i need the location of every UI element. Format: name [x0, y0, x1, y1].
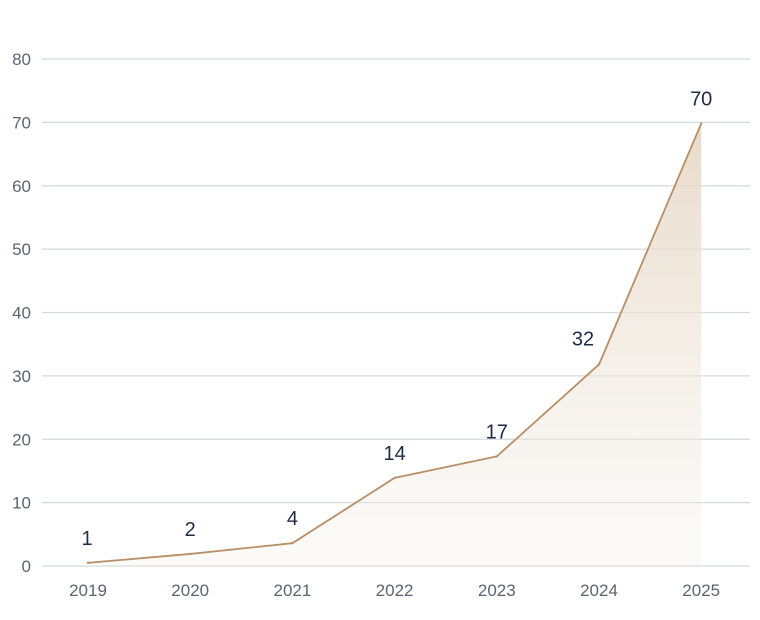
y-tick-label: 30 — [12, 367, 31, 386]
data-label: 17 — [486, 421, 508, 443]
y-tick-label: 10 — [12, 494, 31, 513]
x-tick-label: 2021 — [273, 581, 311, 600]
data-point — [86, 561, 90, 565]
y-tick-label: 80 — [12, 50, 31, 69]
y-tick-label: 60 — [12, 177, 31, 196]
data-point — [291, 541, 294, 545]
data-point — [700, 122, 703, 125]
data-label: 4 — [287, 508, 298, 530]
data-point — [393, 476, 396, 480]
data-point — [597, 363, 601, 366]
x-tick-label: 2022 — [376, 581, 414, 600]
x-tick-label: 2025 — [682, 581, 720, 600]
x-tick-label: 2020 — [171, 581, 209, 600]
data-point — [495, 455, 498, 458]
y-tick-label: 0 — [22, 557, 31, 576]
y-tick-label: 50 — [12, 240, 31, 259]
x-tick-label: 2023 — [478, 581, 516, 600]
data-label: 14 — [383, 443, 405, 465]
area-fill — [88, 123, 702, 566]
data-label: 32 — [572, 328, 594, 350]
x-tick-label: 2019 — [69, 581, 107, 600]
data-label: 2 — [185, 519, 196, 541]
y-tick-label: 70 — [12, 113, 31, 132]
y-tick-label: 40 — [12, 304, 31, 323]
data-label: 70 — [690, 89, 712, 111]
data-label: 1 — [81, 528, 92, 550]
data-point — [189, 552, 192, 556]
y-tick-label: 20 — [12, 430, 31, 449]
x-tick-label: 2024 — [580, 581, 618, 600]
